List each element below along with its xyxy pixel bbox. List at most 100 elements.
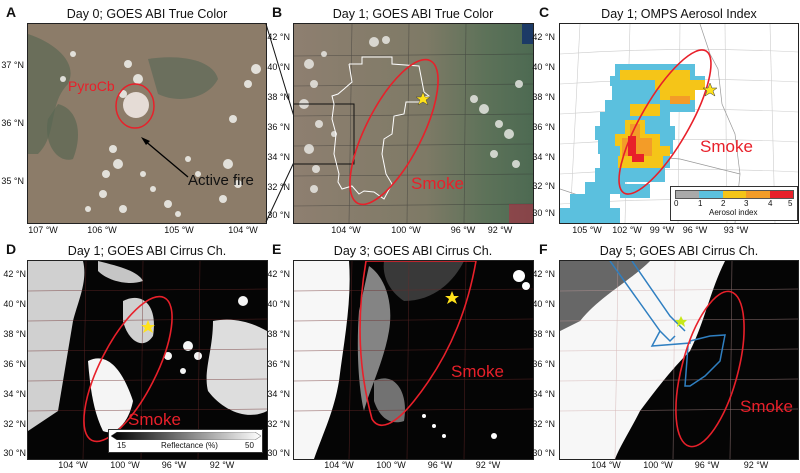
x-tick: 105 °W — [164, 225, 194, 235]
x-tick: 92 °W — [487, 225, 513, 235]
panel-title: Day 0; GOES ABI True Color — [66, 7, 228, 21]
legend-colorbar — [675, 190, 794, 199]
y-tick: 32 °N — [267, 182, 290, 192]
reflectance-legend: 15 Reflectance (%) 50 — [108, 429, 263, 453]
x-tick: 96 °W — [161, 460, 187, 470]
y-tick: 32 °N — [532, 419, 555, 429]
active-fire-label: Active fire — [188, 172, 254, 189]
panel-letter: E — [272, 241, 282, 257]
x-tick: 100 °W — [376, 460, 406, 470]
cirrus-map: Smoke — [293, 260, 534, 460]
y-tick: 30 °N — [267, 210, 290, 220]
legend-tick: 1 — [698, 199, 703, 208]
x-tick: 100 °W — [391, 225, 421, 235]
x-tick: 96 °W — [682, 225, 708, 235]
smoke-label: Smoke — [740, 397, 793, 416]
y-tick: 40 °N — [267, 62, 290, 72]
y-tick: 34 °N — [3, 389, 26, 399]
y-tick: 35 °N — [1, 176, 24, 186]
panel-title: Day 1; GOES ABI Cirrus Ch. — [67, 244, 227, 258]
y-tick: 34 °N — [267, 389, 290, 399]
y-tick: 38 °N — [267, 329, 290, 339]
x-tick: 92 °W — [743, 460, 769, 470]
y-tick: 30 °N — [267, 448, 290, 458]
y-tick: 38 °N — [532, 92, 555, 102]
y-tick: 38 °N — [267, 92, 290, 102]
y-tick: 30 °N — [532, 208, 555, 218]
pyrocb-label: PyroCb — [68, 78, 115, 94]
x-tick: 100 °W — [110, 460, 140, 470]
aerosol-index-map: Smoke 0 1 2 3 4 5 Aerosol index — [559, 23, 799, 224]
legend-min: 15 — [117, 441, 126, 450]
panel-title: Day 5; GOES ABI Cirrus Ch. — [599, 244, 759, 258]
x-tick: 96 °W — [450, 225, 476, 235]
true-color-map: Smoke — [293, 23, 534, 224]
x-tick: 102 °W — [612, 225, 642, 235]
x-tick: 104 °W — [591, 460, 621, 470]
y-tick: 30 °N — [3, 448, 26, 458]
legend-title: Aerosol index — [709, 208, 758, 217]
panel-title: Day 1; GOES ABI True Color — [332, 7, 494, 21]
y-tick: 42 °N — [532, 32, 555, 42]
panel-letter: C — [539, 4, 550, 20]
legend-tick: 0 — [674, 199, 679, 208]
x-tick: 100 °W — [643, 460, 673, 470]
smoke-label: Smoke — [451, 362, 504, 381]
y-tick: 40 °N — [532, 299, 555, 309]
smoke-label: Smoke — [128, 410, 181, 429]
panel-letter: B — [272, 4, 283, 20]
legend-tick: 5 — [788, 199, 793, 208]
y-tick: 42 °N — [267, 32, 290, 42]
x-tick: 104 °W — [324, 460, 354, 470]
cirrus-map: Smoke — [559, 260, 799, 460]
x-tick: 106 °W — [87, 225, 117, 235]
y-tick: 36 °N — [532, 122, 555, 132]
aerosol-index-legend: 0 1 2 3 4 5 Aerosol index — [670, 186, 798, 221]
cirrus-map: Smoke 15 Reflectance (%) 50 — [27, 260, 268, 460]
x-tick: 107 °W — [28, 225, 58, 235]
y-tick: 37 °N — [1, 60, 24, 70]
y-tick: 36 °N — [1, 118, 24, 128]
x-tick: 92 °W — [475, 460, 501, 470]
x-tick: 104 °W — [58, 460, 88, 470]
y-tick: 42 °N — [267, 269, 290, 279]
smoke-label: Smoke — [700, 137, 753, 156]
x-tick: 96 °W — [427, 460, 453, 470]
legend-title: Reflectance (%) — [161, 441, 218, 450]
smoke-label: Smoke — [411, 174, 464, 193]
x-tick: 99 °W — [649, 225, 675, 235]
x-tick: 93 °W — [723, 225, 749, 235]
panel-letter: A — [6, 4, 17, 20]
y-tick: 36 °N — [3, 359, 26, 369]
zoom-connector-lines — [265, 23, 296, 223]
y-tick: 34 °N — [532, 389, 555, 399]
y-tick: 32 °N — [532, 181, 555, 191]
legend-max: 50 — [245, 441, 254, 450]
x-tick: 92 °W — [209, 460, 235, 470]
y-tick: 36 °N — [267, 122, 290, 132]
y-tick: 38 °N — [3, 329, 26, 339]
panel-letter: D — [6, 241, 17, 257]
y-tick: 40 °N — [532, 62, 555, 72]
y-tick: 40 °N — [3, 299, 26, 309]
y-tick: 42 °N — [532, 269, 555, 279]
y-tick: 36 °N — [267, 359, 290, 369]
x-tick: 104 °W — [331, 225, 361, 235]
legend-tick: 3 — [744, 199, 749, 208]
x-tick: 105 °W — [572, 225, 602, 235]
x-tick: 96 °W — [694, 460, 720, 470]
x-tick: 104 °W — [228, 225, 258, 235]
panel-letter: F — [539, 241, 548, 257]
y-tick: 42 °N — [3, 269, 26, 279]
legend-tick: 2 — [721, 199, 726, 208]
y-tick: 30 °N — [532, 448, 555, 458]
y-tick: 36 °N — [532, 359, 555, 369]
legend-colorbar — [111, 432, 261, 440]
legend-tick: 4 — [768, 199, 773, 208]
y-tick: 38 °N — [532, 329, 555, 339]
y-tick: 32 °N — [3, 419, 26, 429]
y-tick: 32 °N — [267, 419, 290, 429]
y-tick: 34 °N — [267, 152, 290, 162]
y-tick: 34 °N — [532, 152, 555, 162]
y-tick: 40 °N — [267, 299, 290, 309]
